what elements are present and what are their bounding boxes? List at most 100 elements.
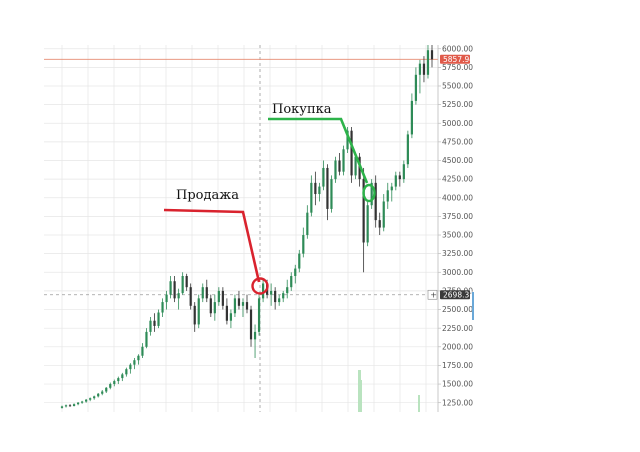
candle-body (326, 167, 329, 209)
candle-body (201, 287, 204, 299)
candle-body (422, 63, 426, 75)
y-tick-label: 2500.00 (442, 305, 473, 314)
candle-body (133, 360, 136, 365)
y-tick-label: 3500.00 (442, 231, 473, 240)
candle-body (318, 186, 321, 195)
candle-body (161, 302, 164, 313)
candle-body (97, 393, 100, 397)
candle-body (362, 179, 365, 243)
price-tag-crosshair-bg (440, 290, 470, 300)
candle-body (386, 190, 389, 202)
candle-body (76, 402, 80, 405)
scrollbar-indicator (472, 292, 474, 320)
candle-body (330, 179, 333, 209)
candle-body (68, 405, 72, 407)
candle-body (129, 364, 132, 370)
volume-bar (360, 380, 362, 412)
buy-marker-line (268, 117, 369, 184)
candle-body (370, 182, 373, 206)
candle-body (165, 294, 168, 303)
candle-body (245, 302, 249, 310)
candle-body (81, 401, 84, 403)
candle-body (189, 287, 192, 306)
candle-body (350, 130, 353, 176)
candle-body (181, 276, 184, 294)
y-tick-label: 4500.00 (442, 156, 473, 165)
y-tick-label: 6000.00 (442, 44, 473, 53)
buy-annotation: Покупка (268, 102, 376, 203)
candle-body (93, 396, 96, 399)
candle-body (374, 182, 377, 221)
candle-body (233, 298, 237, 314)
candle-body (322, 167, 325, 187)
candle-body (418, 63, 422, 75)
price-tag-crosshair: + 2698.31 (427, 289, 474, 300)
y-tick-label: 1250.00 (442, 398, 473, 407)
volume-bar (418, 395, 420, 412)
candle-body (410, 100, 413, 135)
candle-body (406, 134, 409, 165)
candle-body (366, 205, 369, 243)
price-tag-top-label: 5857.94 (443, 55, 474, 64)
candle-body (105, 387, 108, 392)
candle-body (137, 355, 140, 361)
candle-body (390, 186, 393, 191)
candle-body (338, 160, 341, 172)
candle-body (213, 302, 216, 314)
sell-annotation: Продажа (163, 188, 269, 295)
candle-body (282, 293, 285, 299)
candle-body (145, 331, 148, 347)
candle-body (302, 235, 305, 254)
y-tick-label: 2250.00 (442, 324, 473, 333)
candle-body (430, 50, 434, 60)
candle-body (141, 346, 144, 356)
candle-body (402, 164, 405, 180)
candle-body (378, 220, 381, 228)
candle-body (314, 182, 317, 195)
candle-body (354, 156, 357, 176)
candle-body (64, 405, 68, 407)
candle-body (306, 212, 309, 236)
buy-marker-circle (362, 183, 376, 203)
candle-body (101, 391, 104, 394)
candle-body (261, 283, 265, 299)
volume-bars (358, 370, 420, 412)
candle-body (290, 276, 293, 288)
candle-body (334, 160, 337, 180)
candle-body (225, 305, 228, 321)
y-axis-ticks: 6000.00 5750.00 5500.00 5250.00 5000.00 4750.… (438, 44, 473, 407)
sell-marker-circle (251, 277, 269, 295)
candle-body (149, 320, 152, 332)
candle-body (382, 201, 385, 228)
candle-body (278, 298, 281, 303)
candle-body (85, 399, 88, 402)
price-tag-top-bg (440, 54, 470, 64)
candle-body (89, 398, 92, 400)
candle-body (286, 287, 289, 294)
sell-label: Продажа (176, 188, 239, 203)
candle-body (274, 290, 277, 303)
y-tick-label: 5250.00 (442, 100, 473, 109)
candle-body (121, 374, 124, 379)
volume-bar (358, 370, 361, 412)
candle-body (221, 290, 224, 306)
candle-body (414, 74, 418, 101)
candle-body (426, 50, 430, 75)
candle-body (125, 369, 128, 375)
candle-body (173, 281, 176, 299)
candle-body (109, 384, 112, 388)
y-tick-label: 2000.00 (442, 342, 473, 351)
candle-body (310, 182, 313, 213)
candle-body (294, 268, 297, 277)
candle-body (185, 276, 188, 288)
y-tick-label: 3250.00 (442, 249, 473, 258)
y-tick-label: 3000.00 (442, 268, 473, 277)
candle-body (241, 302, 245, 306)
candle-body (205, 287, 208, 299)
candle-body (229, 313, 233, 321)
candle-body (253, 331, 257, 340)
candle-body (72, 404, 76, 407)
candle-body (193, 305, 196, 325)
candle-body (153, 320, 156, 326)
